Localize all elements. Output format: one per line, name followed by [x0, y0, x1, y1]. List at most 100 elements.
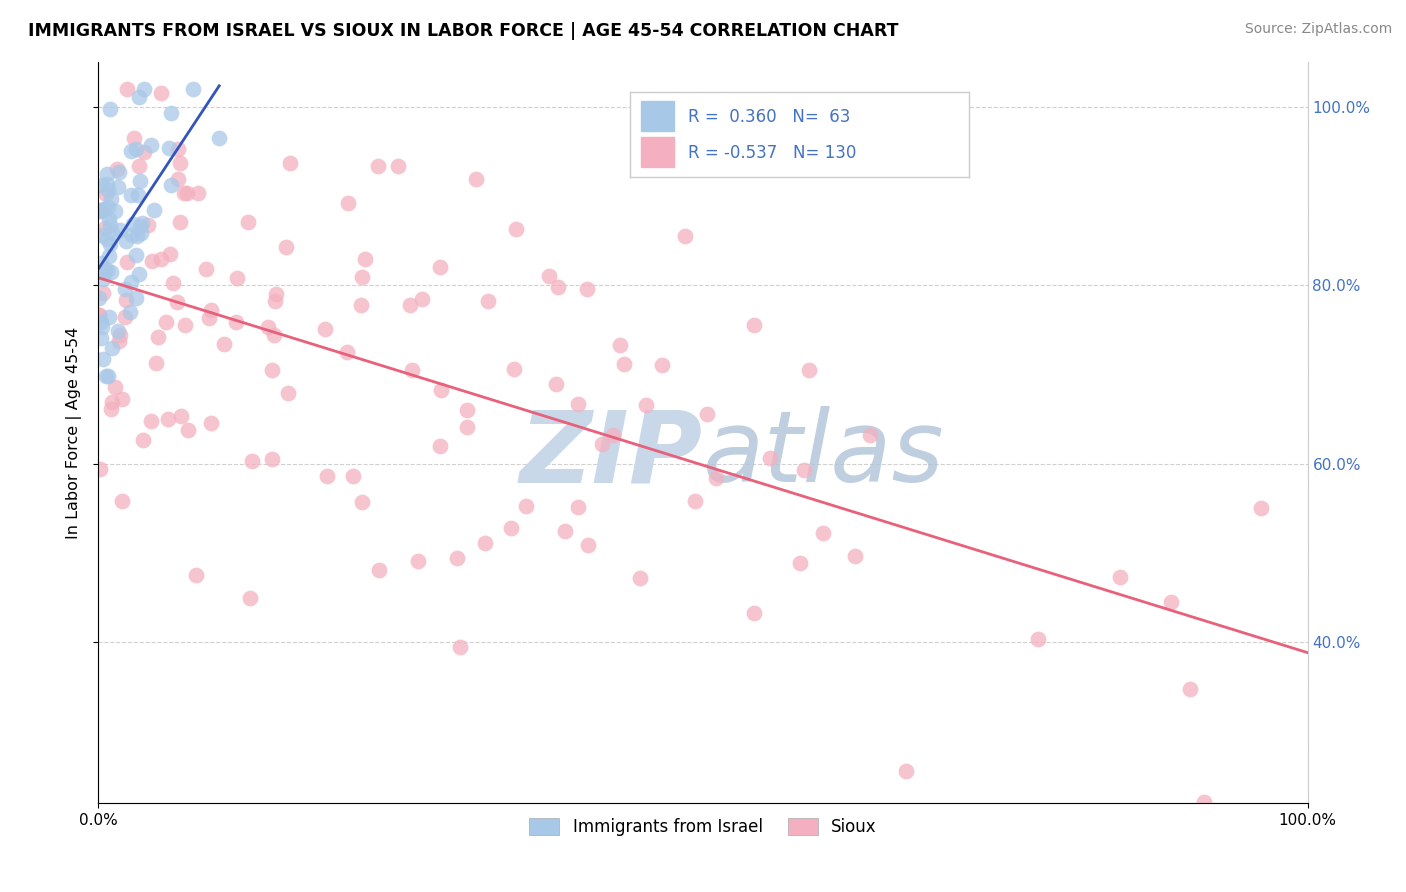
Point [108, 223, 131, 237]
Point [94, 187, 117, 202]
Point [212, 336, 235, 351]
Point [159, 105, 181, 120]
Point [125, 228, 148, 243]
Point [793, 463, 815, 477]
Point [278, 156, 301, 170]
Point [121, 227, 143, 242]
Point [200, 416, 222, 430]
Point [576, 282, 599, 296]
Point [145, 356, 167, 370]
Point [200, 302, 222, 317]
Point [90, 256, 112, 270]
Point [896, 764, 918, 778]
Point [98, 218, 121, 232]
Point [139, 413, 162, 427]
Point [859, 427, 882, 442]
Point [132, 145, 155, 160]
Point [367, 159, 389, 173]
Point [90, 331, 112, 345]
Point [602, 427, 624, 442]
Point [406, 554, 429, 568]
Point [844, 549, 866, 563]
Point [167, 172, 190, 186]
Point [93, 203, 115, 218]
Point [505, 221, 527, 235]
Point [277, 386, 299, 401]
Point [120, 188, 142, 202]
Point [242, 454, 264, 468]
Point [100, 265, 122, 279]
Point [198, 310, 221, 325]
Point [226, 271, 249, 285]
Point [101, 341, 124, 355]
Point [398, 298, 420, 312]
Point [120, 275, 142, 289]
Point [554, 524, 576, 538]
Point [89, 204, 111, 219]
Point [97, 183, 120, 197]
Point [108, 334, 131, 349]
Point [387, 159, 409, 173]
Point [90, 315, 112, 329]
Point [94, 264, 117, 278]
Point [97, 368, 120, 383]
Point [411, 293, 433, 307]
Point [169, 155, 191, 169]
Point [101, 395, 124, 409]
Point [125, 248, 148, 262]
Point [263, 293, 285, 308]
Point [91, 320, 114, 334]
Point [96, 167, 118, 181]
Point [107, 324, 129, 338]
Point [87, 291, 110, 305]
Point [129, 226, 152, 240]
Point [609, 338, 631, 352]
Point [177, 423, 200, 437]
Point [120, 144, 142, 158]
Point [108, 165, 131, 179]
Point [1160, 595, 1182, 609]
Point [316, 468, 339, 483]
Point [107, 180, 129, 194]
Point [97, 200, 120, 214]
Point [90, 178, 112, 193]
Point [187, 186, 209, 201]
Point [149, 87, 172, 101]
Point [576, 538, 599, 552]
Point [429, 439, 451, 453]
Point [170, 409, 193, 423]
Point [87, 308, 110, 322]
Point [696, 407, 718, 421]
Y-axis label: In Labor Force | Age 45-54: In Labor Force | Age 45-54 [66, 326, 83, 539]
Point [114, 310, 136, 324]
Point [515, 499, 537, 513]
Point [260, 363, 283, 377]
Point [429, 260, 451, 275]
Point [128, 90, 150, 104]
Point [264, 287, 287, 301]
Point [114, 234, 136, 248]
Point [544, 377, 567, 392]
Point [96, 262, 118, 277]
Point [651, 358, 673, 372]
Point [155, 315, 177, 329]
Point [100, 103, 122, 117]
Point [501, 521, 523, 535]
Point [350, 298, 373, 312]
Point [131, 216, 153, 230]
Point [181, 82, 204, 96]
Text: ZIP: ZIP [520, 407, 703, 503]
Point [401, 362, 423, 376]
Point [160, 178, 183, 192]
Point [110, 328, 132, 343]
Point [354, 252, 377, 266]
Point [120, 304, 142, 318]
Point [89, 308, 111, 322]
Point [146, 330, 169, 344]
Point [449, 640, 471, 654]
Point [124, 291, 146, 305]
Point [111, 494, 134, 508]
Point [744, 318, 766, 332]
Point [91, 286, 114, 301]
Point [128, 159, 150, 173]
